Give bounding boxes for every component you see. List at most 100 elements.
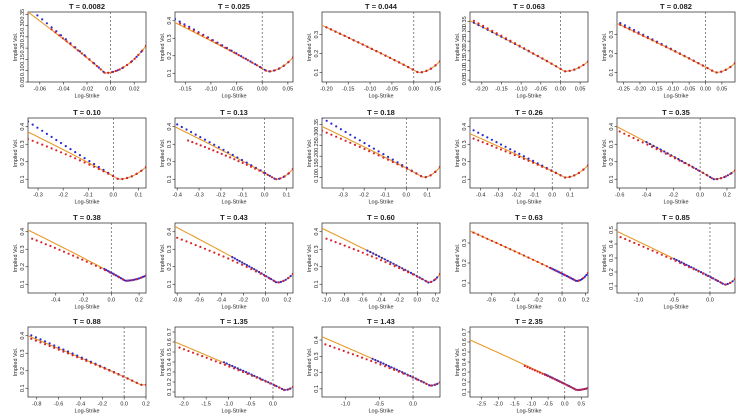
red-point [140,383,143,386]
x-tick-label: -0.4 [217,298,226,304]
red-point [550,169,553,172]
red-point [541,372,544,375]
red-point [627,134,631,137]
blue-point [97,165,100,169]
x-tick-label: -0.2 [669,193,678,199]
red-point [490,239,493,242]
fitted-curve [175,226,293,283]
blue-point [363,142,366,145]
red-point [554,269,558,272]
blue-point [178,20,181,23]
red-point [541,263,544,266]
x-tick-label: -0.15 [495,87,508,93]
red-point [586,271,588,275]
red-point [628,28,631,31]
red-point [688,266,691,269]
red-point [183,24,186,27]
blue-point [106,269,109,272]
red-point [131,279,134,282]
red-point [282,388,285,391]
red-point [711,69,714,72]
red-point [365,358,368,361]
red-point [434,278,437,281]
blue-point [678,260,681,263]
x-tick-label: -0.2 [394,298,403,304]
panel: T = 0.26 -0.4 -0.3 -0.2 -0.1 0.0 0.1 0.1 0.2 0.3 0… [455,108,589,206]
blue-point [27,6,29,8]
x-tick-label: 0.2 [582,298,590,304]
blue-point [97,66,100,69]
panel-title: T = 0.10 [73,108,101,117]
blue-point [244,57,247,60]
y-tick-label: 0.35 [462,16,468,27]
red-point [88,163,91,166]
x-tick-label: -0.2 [239,298,248,304]
y-tick-label: 0.3 [167,368,173,376]
y-tick-label: 0.2 [462,259,468,267]
red-point [523,47,526,50]
y-tick-label: 0.1 [314,385,320,393]
red-point [388,56,392,59]
blue-point [395,368,398,371]
red-point [266,173,269,176]
data-layer [28,229,146,282]
plot-frame [174,222,294,294]
y-tick-label: 0.25 [20,31,26,42]
red-point [251,374,254,377]
blue-point [257,270,261,274]
x-axis-label: Log-Strike [516,94,541,100]
red-point [122,278,125,281]
blue-point [699,271,703,274]
x-tick-label: -0.5 [669,298,678,304]
red-point [187,139,190,142]
blue-point [240,55,243,58]
blue-point [236,258,239,261]
red-point [382,156,385,159]
y-axis-label: Implied Vol. [602,32,608,61]
blue-point [124,279,128,282]
y-axis-label: Implied Vol. [455,347,461,376]
red-point [273,280,276,283]
red-point [407,66,410,69]
red-point [504,37,507,40]
red-point [566,384,569,387]
red-point [358,145,361,148]
x-tick-label: -0.6 [615,193,624,199]
red-point [697,62,700,65]
red-point [549,376,552,379]
red-point [223,363,226,366]
red-point [387,158,390,161]
red-point [679,261,682,264]
x-tick-label: 0.0 [261,193,269,199]
blue-point [222,148,225,151]
x-tick-label: 0.2 [135,298,143,304]
red-point [228,49,231,52]
y-tick-label: 0.4 [314,228,320,236]
fitted-curve [322,336,440,387]
blue-point [143,275,146,278]
x-tick-label: -0.10 [364,87,377,93]
x-axis-label: Log-Strike [221,200,246,206]
blue-point [482,26,485,29]
y-tick-label: 0.05 [462,75,468,86]
x-tick-label: -0.20 [476,87,489,93]
blue-point [366,249,369,252]
fitted-curve [617,230,735,285]
blue-point [377,150,380,153]
red-point [715,279,718,282]
red-point [522,254,526,257]
y-tick-label: 0.3 [609,254,615,262]
red-point [564,274,567,277]
red-point [375,257,378,260]
x-tick-label: -0.2 [512,193,521,199]
y-axis-label: Implied Vol. [455,32,461,61]
red-point [95,64,98,68]
y-tick-label: 0.2 [20,263,26,271]
red-point [536,54,539,57]
red-point [527,159,530,162]
red-point [438,60,440,63]
red-point [208,147,211,150]
red-point [374,361,377,364]
blue-point [513,150,516,153]
red-point [94,264,97,267]
